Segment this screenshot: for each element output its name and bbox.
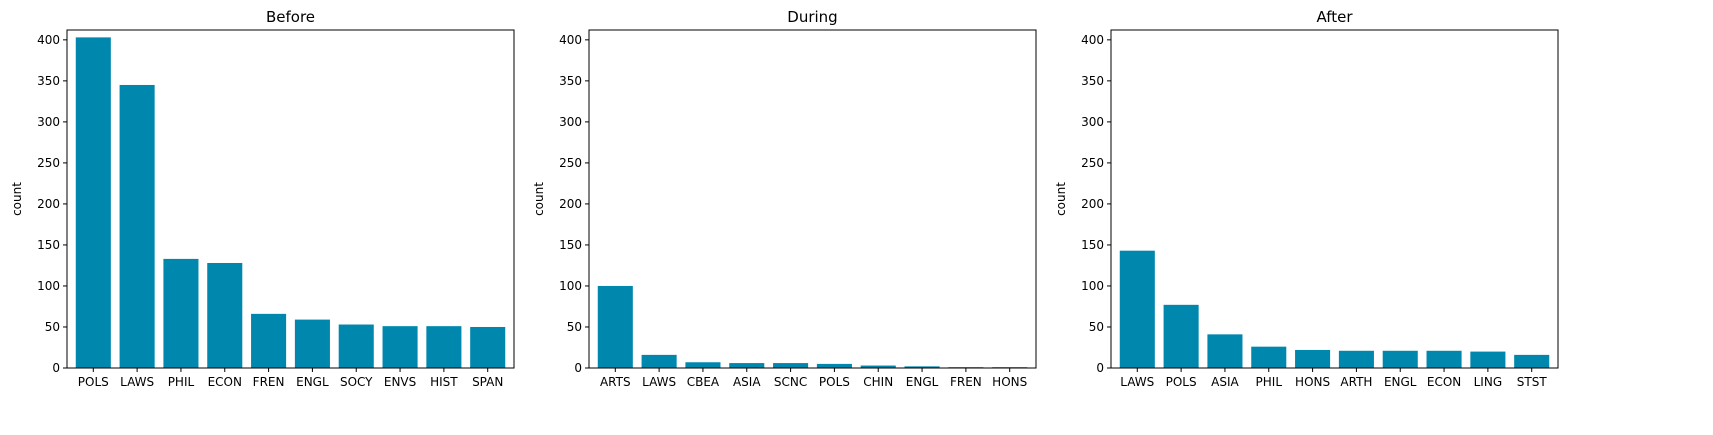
bar-laws: [1119, 250, 1155, 368]
subplot-during: During ARTS LAWS CBEA ASIA SCNC POLS CHIN ENGL FR…: [532, 8, 1037, 389]
bar-stst: [1514, 354, 1550, 368]
y-tick-label: 200: [1081, 197, 1104, 211]
y-tick-label: 0: [1096, 361, 1104, 375]
x-tick-label: ENVS: [384, 375, 416, 389]
x-tick-label: SOCY: [340, 375, 373, 389]
bar-hons: [1295, 349, 1331, 368]
y-tick-label: 100: [559, 279, 582, 293]
subplot-after: After LAWS POLS ASIA PHIL HONS ARTH ENGL ECON LIN…: [1054, 8, 1559, 389]
y-tick-label: 50: [45, 320, 60, 334]
x-tick-label: LING: [1474, 375, 1503, 389]
x-tick-label: POLS: [78, 375, 109, 389]
bar-fren: [251, 313, 287, 368]
y-tick-label: 350: [1081, 74, 1104, 88]
y-tick-label: 300: [37, 115, 60, 129]
y-tick-label: 0: [52, 361, 60, 375]
bar-econ: [207, 262, 243, 368]
chart-title: After: [1316, 8, 1353, 26]
y-tick-label: 350: [559, 74, 582, 88]
plot-frame: [588, 29, 1037, 369]
y-tick-label: 100: [1081, 279, 1104, 293]
bar-engl: [904, 366, 940, 368]
y-tick-label: 350: [37, 74, 60, 88]
x-tick-label: STST: [1517, 375, 1548, 389]
x-tick-label: HIST: [430, 375, 458, 389]
y-tick-label: 150: [37, 238, 60, 252]
bar-econ: [1426, 350, 1462, 368]
bar-arth: [1338, 350, 1374, 368]
bar-laws: [641, 354, 677, 368]
bar-hist: [426, 326, 462, 368]
x-tick-label: SCNC: [774, 375, 807, 389]
plot-frame: [1110, 29, 1559, 369]
y-axis-label: count: [532, 182, 546, 216]
x-tick-label: CHIN: [863, 375, 893, 389]
y-tick-label: 250: [37, 156, 60, 170]
x-tick-label: ENGL: [1384, 375, 1417, 389]
x-tick-label: FREN: [253, 375, 285, 389]
y-axis-label: count: [10, 182, 24, 216]
x-tick-label: ARTS: [600, 375, 631, 389]
bar-span: [470, 326, 506, 368]
y-tick-label: 400: [559, 33, 582, 47]
y-tick-label: 400: [1081, 33, 1104, 47]
bar-pols: [816, 363, 852, 368]
bar-envs: [382, 326, 418, 368]
chart-title: During: [787, 8, 837, 26]
bar-socy: [338, 324, 374, 368]
x-tick-label: ENGL: [296, 375, 329, 389]
x-tick-label: CBEA: [687, 375, 720, 389]
bar-phil: [1251, 346, 1287, 368]
y-tick-label: 200: [37, 197, 60, 211]
y-tick-label: 150: [559, 238, 582, 252]
y-tick-label: 250: [559, 156, 582, 170]
x-tick-label: HONS: [1295, 375, 1330, 389]
y-tick-label: 50: [567, 320, 582, 334]
bar-engl: [1382, 350, 1418, 368]
bar-engl: [294, 319, 330, 368]
y-tick-label: 50: [1089, 320, 1104, 334]
x-tick-label: ASIA: [1211, 375, 1239, 389]
x-tick-label: PHIL: [1256, 375, 1283, 389]
x-tick-label: SPAN: [472, 375, 503, 389]
x-tick-label: PHIL: [168, 375, 195, 389]
x-tick-label: ECON: [1427, 375, 1461, 389]
bar-asia: [1207, 334, 1243, 368]
y-tick-label: 250: [1081, 156, 1104, 170]
x-tick-label: ECON: [208, 375, 242, 389]
y-tick-label: 300: [1081, 115, 1104, 129]
y-tick-label: 200: [559, 197, 582, 211]
x-tick-label: HONS: [992, 375, 1027, 389]
x-tick-label: FREN: [950, 375, 982, 389]
bar-pols: [75, 37, 111, 369]
x-tick-label: POLS: [819, 375, 850, 389]
x-tick-label: LAWS: [642, 375, 676, 389]
y-tick-label: 0: [574, 361, 582, 375]
y-tick-label: 150: [1081, 238, 1104, 252]
bar-asia: [729, 363, 765, 368]
bar-scnc: [773, 363, 809, 368]
x-tick-label: LAWS: [1120, 375, 1154, 389]
bar-laws: [119, 84, 155, 369]
chart-title: Before: [266, 8, 315, 26]
x-tick-label: POLS: [1166, 375, 1197, 389]
bar-ling: [1470, 351, 1506, 368]
bar-cbea: [685, 362, 721, 368]
subplot-before: Before POLS LAWS PHIL ECON FREN ENGL SOCY ENVS HI…: [10, 8, 515, 389]
x-tick-label: ENGL: [906, 375, 939, 389]
bar-chin: [860, 365, 896, 368]
bar-arts: [597, 285, 633, 368]
y-tick-label: 300: [559, 115, 582, 129]
x-tick-label: LAWS: [120, 375, 154, 389]
x-tick-label: ASIA: [733, 375, 761, 389]
bar-pols: [1163, 304, 1199, 368]
y-axis-label: count: [1054, 182, 1068, 216]
bar-phil: [163, 258, 199, 368]
plot-frame: [66, 29, 515, 369]
x-tick-label: ARTH: [1340, 375, 1372, 389]
y-tick-label: 100: [37, 279, 60, 293]
y-tick-label: 400: [37, 33, 60, 47]
